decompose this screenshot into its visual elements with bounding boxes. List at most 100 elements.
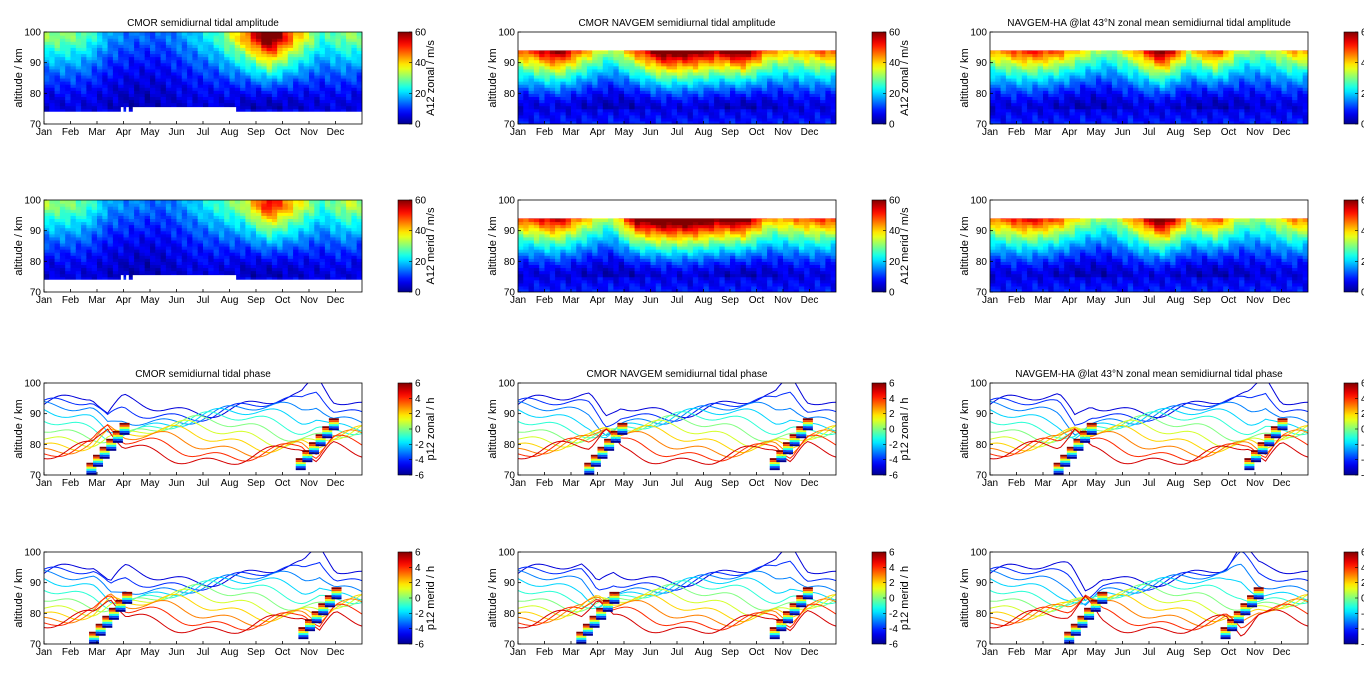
phase-wrap-band <box>302 460 313 463</box>
phase-wrap-band <box>1244 462 1255 465</box>
x-tick-label: Feb <box>536 295 554 306</box>
phase-contour <box>990 414 1308 444</box>
phase-wrap-band <box>305 619 316 622</box>
phase-contour <box>44 593 362 622</box>
phase-contour <box>44 383 362 419</box>
phase-wrap-band <box>589 617 600 620</box>
colorbar-tick-label: 60 <box>415 196 427 207</box>
phase-wrap-band <box>1247 601 1258 604</box>
phase-wrap-band <box>298 637 309 640</box>
phase-wrap-band <box>1270 426 1281 429</box>
colorbar-tick-label: 4 <box>889 394 895 405</box>
x-tick-label: May <box>1087 295 1106 306</box>
phase-contour <box>518 419 836 448</box>
x-tick-label: Mar <box>1034 478 1052 489</box>
panels-group: CMOR semidiurnal tidal amplitude 70 80 90 10… <box>13 18 1364 658</box>
phase-wrap-band <box>789 442 800 445</box>
phase-wrap-band <box>1073 444 1084 447</box>
phase-wrap-band <box>1244 466 1255 469</box>
phase-wrap-band <box>589 615 600 618</box>
x-tick-label: Jun <box>1114 295 1130 306</box>
phase-wrap-band <box>112 434 123 437</box>
phase-wrap-band <box>1080 436 1091 439</box>
colorbar-tick-label: 20 <box>889 257 901 268</box>
phase-contour <box>44 411 362 441</box>
phase-wrap-band <box>1060 456 1071 459</box>
colorbar-label: A12 merid / m/s <box>425 207 437 285</box>
y-tick-label: 90 <box>504 58 516 69</box>
no-data-gap <box>120 275 124 281</box>
phase-wrap-band <box>1257 450 1268 453</box>
phase-wrap-band <box>1270 430 1281 433</box>
y-tick-label: 70 <box>30 640 42 651</box>
panel-1-2: CMOR NAVGEM semidiurnal tidal amplitude 7… <box>487 18 911 138</box>
x-tick-label: Jan <box>510 478 526 489</box>
phase-wrap-band <box>1277 420 1288 423</box>
phase-contour <box>518 588 836 617</box>
phase-wrap-band <box>1251 452 1262 455</box>
phase-wrap-band <box>590 464 601 467</box>
phase-wrap-band <box>789 440 800 443</box>
colorbar-tick-label: -6 <box>415 471 424 482</box>
phase-wrap-band <box>302 456 313 459</box>
x-tick-label: Nov <box>300 127 318 138</box>
phase-wrap-band <box>582 623 593 626</box>
phase-wrap-band <box>796 601 807 604</box>
colorbar-tick-label: 6 <box>1361 548 1364 559</box>
phase-wrap-band <box>93 458 104 461</box>
phase-wrap-band <box>582 631 593 634</box>
phase-wrap-band <box>582 629 593 632</box>
phase-wrap-band <box>295 466 306 469</box>
panel-4-1: 70 80 90 100 altitude / km Jan Feb Mar Apr May Jun… <box>13 548 437 659</box>
y-axis-label: altitude / km <box>959 399 971 458</box>
phase-wrap-band <box>1066 448 1077 451</box>
phase-wrap-band <box>89 631 100 634</box>
phase-wrap-band <box>1270 434 1281 437</box>
phase-wrap-band <box>576 641 587 644</box>
phase-wrap-band <box>1264 434 1275 437</box>
phase-wrap-band <box>1251 450 1262 453</box>
y-tick-label: 80 <box>976 257 988 268</box>
phase-wrap-band <box>102 615 113 618</box>
x-tick-label: Jun <box>1114 647 1130 658</box>
phase-wrap-band <box>802 418 813 421</box>
phase-wrap-band <box>1253 589 1264 592</box>
phase-wrap-band <box>617 430 628 433</box>
x-tick-label: Sep <box>721 647 739 658</box>
phase-wrap-band <box>295 464 306 467</box>
phase-wrap-band <box>324 603 335 606</box>
x-tick-label: Nov <box>1246 647 1264 658</box>
phase-contour <box>44 576 362 604</box>
phase-wrap-band <box>1257 446 1268 449</box>
x-tick-label: Nov <box>1246 478 1264 489</box>
colorbar-tick-label: -4 <box>415 455 424 466</box>
phase-wrap-band <box>309 442 319 445</box>
phase-wrap-band <box>776 456 787 459</box>
phase-wrap-band <box>331 595 342 598</box>
y-tick-label: 80 <box>504 440 516 451</box>
phase-contour <box>44 419 362 448</box>
colorbar-tick-label: 20 <box>1361 89 1364 100</box>
phase-wrap-band <box>305 623 316 626</box>
phase-wrap-band <box>783 613 793 616</box>
x-tick-label: Nov <box>774 295 792 306</box>
colorbar-tick-label: 2 <box>889 409 895 420</box>
phase-wrap-band <box>328 422 339 425</box>
no-data-gap <box>120 107 124 113</box>
colorbar-tick-label: 4 <box>415 394 421 405</box>
x-tick-label: May <box>141 647 160 658</box>
y-tick-label: 80 <box>976 609 988 620</box>
x-tick-label: Mar <box>562 295 580 306</box>
phase-wrap-band <box>112 430 123 433</box>
phase-wrap-band <box>102 617 113 620</box>
phase-wrap-band <box>1233 617 1244 620</box>
phase-wrap-band <box>1080 440 1091 443</box>
y-tick-label: 70 <box>30 120 42 131</box>
phase-wrap-band <box>86 472 97 475</box>
phase-wrap-band <box>783 619 793 622</box>
x-tick-label: Oct <box>275 295 291 306</box>
x-tick-label: Jan <box>982 295 998 306</box>
phase-wrap-band <box>1077 621 1088 624</box>
x-tick-label: Oct <box>1221 295 1237 306</box>
colorbar-tick-label: 4 <box>1361 394 1364 405</box>
